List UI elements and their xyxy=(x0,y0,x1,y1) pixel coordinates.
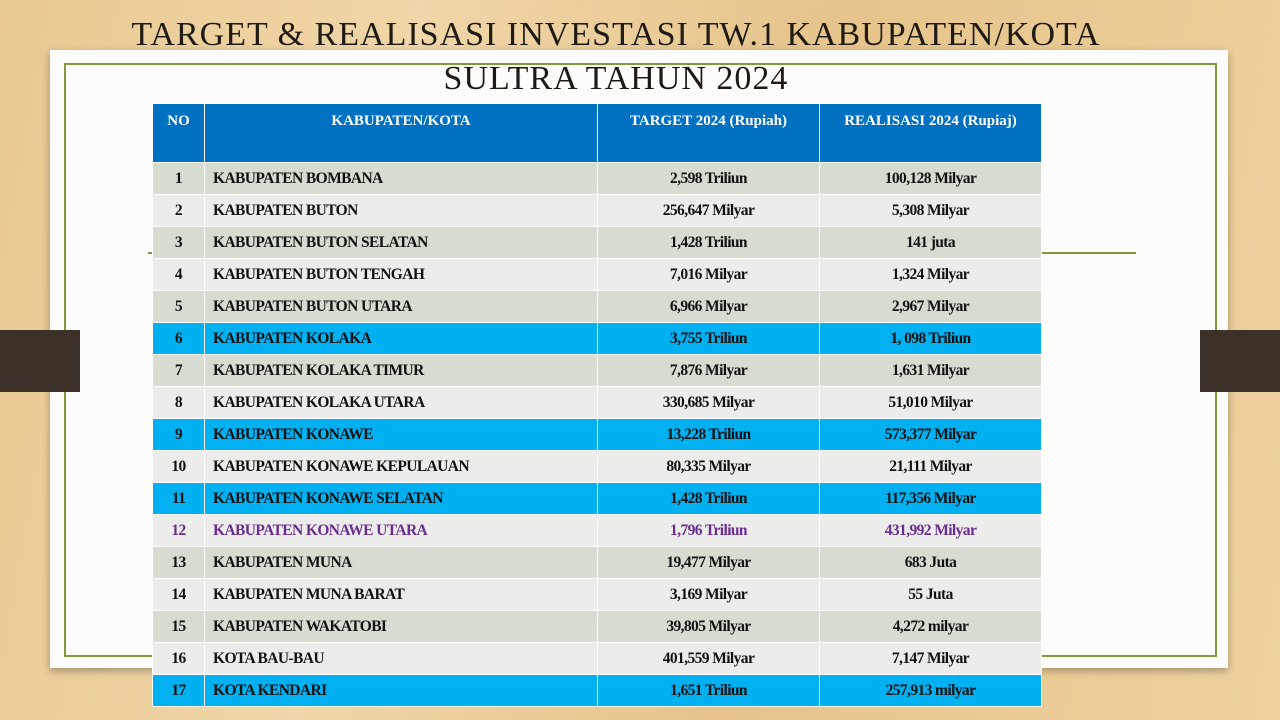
table-cell: KABUPATEN BUTON TENGAH xyxy=(204,258,598,291)
table-row: 9 KABUPATEN KONAWE 13,228 Triliun 573,377 M… xyxy=(152,418,1042,451)
table-cell: KABUPATEN KONAWE UTARA xyxy=(204,514,598,547)
table-cell: 1,796 Triliun xyxy=(597,514,820,547)
header-cell: NO xyxy=(152,103,205,163)
table-row: 12 KABUPATEN KONAWE UTARA 1,796 Triliun 431… xyxy=(152,514,1042,547)
table-row: 14 KABUPATEN MUNA BARAT 3,169 Milyar 55 Jut… xyxy=(152,578,1042,611)
table-row: 7 KABUPATEN KOLAKA TIMUR 7,876 Milyar 1,631… xyxy=(152,354,1042,387)
side-tab xyxy=(1200,330,1280,392)
table-cell: 3,169 Milyar xyxy=(597,578,820,611)
table-cell: 9 xyxy=(152,418,205,451)
table-cell: 19,477 Milyar xyxy=(597,546,820,579)
table-cell: KABUPATEN WAKATOBI xyxy=(204,610,598,643)
table-cell: 2,967 Milyar xyxy=(819,290,1042,323)
title-line: SULTRA TAHUN 2024 xyxy=(443,60,789,97)
table-row: 15 KABUPATEN WAKATOBI 39,805 Milyar 4,272 m… xyxy=(152,610,1042,643)
table-cell: KABUPATEN BUTON SELATAN xyxy=(204,226,598,259)
table-cell: 2 xyxy=(152,194,205,227)
table-cell: 15 xyxy=(152,610,205,643)
table-cell: 100,128 Milyar xyxy=(819,162,1042,195)
header-cell: TARGET 2024 (Rupiah) xyxy=(597,103,820,163)
table-cell: 10 xyxy=(152,450,205,483)
table-cell: 683 Juta xyxy=(819,546,1042,579)
table-cell: 573,377 Milyar xyxy=(819,418,1042,451)
table-cell: 3,755 Triliun xyxy=(597,322,820,355)
table-cell: 16 xyxy=(152,642,205,675)
table-cell: KOTA BAU-BAU xyxy=(204,642,598,675)
table-cell: 5,308 Milyar xyxy=(819,194,1042,227)
table-row: 13 KABUPATEN MUNA 19,477 Milyar 683 Juta xyxy=(152,546,1042,579)
table-cell: 51,010 Milyar xyxy=(819,386,1042,419)
table-cell: 117,356 Milyar xyxy=(819,482,1042,515)
table-row: 11 KABUPATEN KONAWE SELATAN 1,428 Triliun 1… xyxy=(152,482,1042,515)
title-line: TARGET & REALISASI INVESTASI TW.1 KABUPA… xyxy=(131,16,1101,53)
table-cell: KABUPATEN BUTON UTARA xyxy=(204,290,598,323)
table-cell: 6 xyxy=(152,322,205,355)
table-cell: KABUPATEN KONAWE SELATAN xyxy=(204,482,598,515)
table-cell: 21,111 Milyar xyxy=(819,450,1042,483)
table-cell: 8 xyxy=(152,386,205,419)
table-cell: KABUPATEN BUTON xyxy=(204,194,598,227)
table-cell: 2,598 Triliun xyxy=(597,162,820,195)
table-row: 4 KABUPATEN BUTON TENGAH 7,016 Milyar 1,324… xyxy=(152,258,1042,291)
header-cell: REALISASI 2024 (Rupiaj) xyxy=(819,103,1042,163)
table-cell: 3 xyxy=(152,226,205,259)
table-cell: 7 xyxy=(152,354,205,387)
table-cell: 1,324 Milyar xyxy=(819,258,1042,291)
table-cell: 1,428 Triliun xyxy=(597,226,820,259)
table-row: 17 KOTA KENDARI 1,651 Triliun 257,913 milya… xyxy=(152,674,1042,707)
table-cell: KABUPATEN KOLAKA TIMUR xyxy=(204,354,598,387)
table-row: 3 KABUPATEN BUTON SELATAN 1,428 Triliun 141… xyxy=(152,226,1042,259)
table-cell: 4,272 milyar xyxy=(819,610,1042,643)
table-cell: 5 xyxy=(152,290,205,323)
header-row: NO KABUPATEN/KOTA TARGET 2024 (Rupiah) REAL… xyxy=(152,103,1042,163)
table-row: 5 KABUPATEN BUTON UTARA 6,966 Milyar 2,967 … xyxy=(152,290,1042,323)
table-cell: 7,147 Milyar xyxy=(819,642,1042,675)
table-cell: KABUPATEN MUNA xyxy=(204,546,598,579)
table-cell: 14 xyxy=(152,578,205,611)
table-cell: 13 xyxy=(152,546,205,579)
table-cell: 39,805 Milyar xyxy=(597,610,820,643)
header-cell: KABUPATEN/KOTA xyxy=(204,103,598,163)
table: NO KABUPATEN/KOTA TARGET 2024 (Rupiah) REAL… xyxy=(152,103,1042,707)
table-cell: 1,631 Milyar xyxy=(819,354,1042,387)
table-cell: 330,685 Milyar xyxy=(597,386,820,419)
table-cell: 11 xyxy=(152,482,205,515)
table-cell: 17 xyxy=(152,674,205,707)
table-cell: KABUPATEN BOMBANA xyxy=(204,162,598,195)
side-tab xyxy=(0,330,80,392)
table-cell: 6,966 Milyar xyxy=(597,290,820,323)
table-cell: 256,647 Milyar xyxy=(597,194,820,227)
table-cell: 141 juta xyxy=(819,226,1042,259)
table-row: 6 KABUPATEN KOLAKA 3,755 Triliun 1, 098 Tri… xyxy=(152,322,1042,355)
table-cell: 4 xyxy=(152,258,205,291)
table-cell: 80,335 Milyar xyxy=(597,450,820,483)
table-row: 8 KABUPATEN KOLAKA UTARA 330,685 Milyar 51,… xyxy=(152,386,1042,419)
table-row: 16 KOTA BAU-BAU 401,559 Milyar 7,147 Milyar xyxy=(152,642,1042,675)
table-cell: KABUPATEN KONAWE KEPULAUAN xyxy=(204,450,598,483)
table-row: 10 KABUPATEN KONAWE KEPULAUAN 80,335 Milya… xyxy=(152,450,1042,483)
table-row: 1 KABUPATEN BOMBANA 2,598 Triliun 100,128 M… xyxy=(152,162,1042,195)
table-cell: 55 Juta xyxy=(819,578,1042,611)
table-cell: 1,651 Triliun xyxy=(597,674,820,707)
table-cell: 7,876 Milyar xyxy=(597,354,820,387)
table-cell: KABUPATEN KOLAKA UTARA xyxy=(204,386,598,419)
table-cell: 7,016 Milyar xyxy=(597,258,820,291)
table-cell: KABUPATEN KOLAKA xyxy=(204,322,598,355)
table-cell: 401,559 Milyar xyxy=(597,642,820,675)
table-row: 2 KABUPATEN BUTON 256,647 Milyar 5,308 Mily… xyxy=(152,194,1042,227)
table-cell: 13,228 Triliun xyxy=(597,418,820,451)
table-cell: KABUPATEN KONAWE xyxy=(204,418,598,451)
table-cell: 12 xyxy=(152,514,205,547)
table-cell: 1, 098 Triliun xyxy=(819,322,1042,355)
table-cell: KABUPATEN MUNA BARAT xyxy=(204,578,598,611)
table-cell: KOTA KENDARI xyxy=(204,674,598,707)
table-cell: 257,913 milyar xyxy=(819,674,1042,707)
table-cell: 431,992 Milyar xyxy=(819,514,1042,547)
table-cell: 1,428 Triliun xyxy=(597,482,820,515)
table-cell: 1 xyxy=(152,162,205,195)
